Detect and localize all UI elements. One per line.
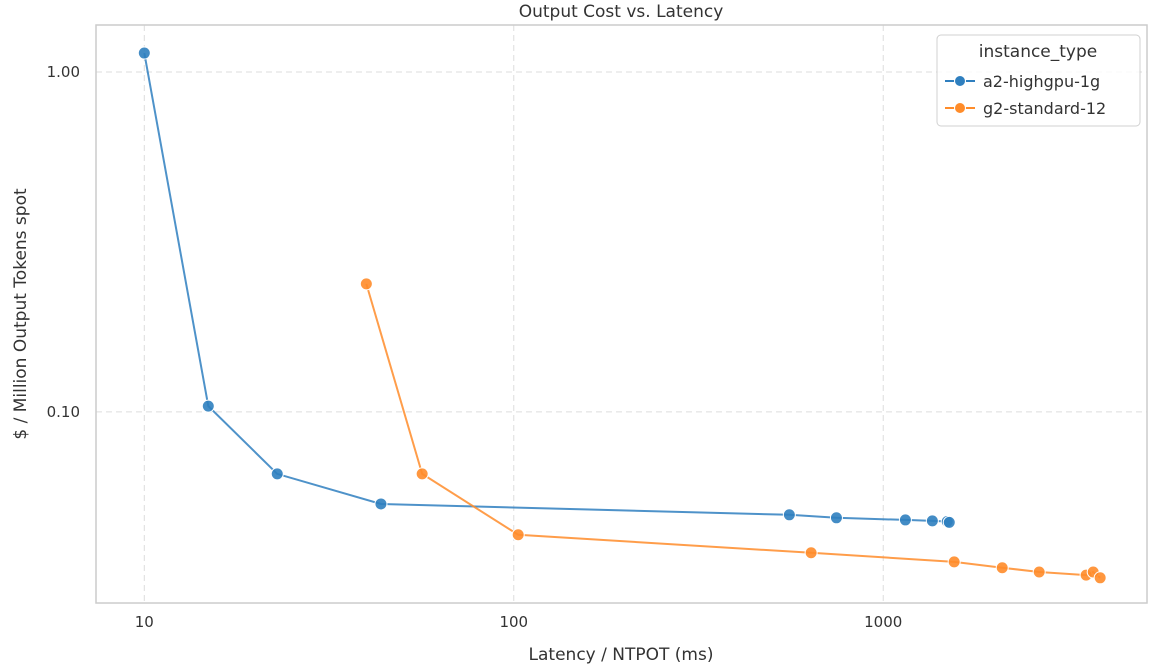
data-point-a2-highgpu-1g: [925, 514, 939, 528]
legend-box: [936, 34, 1141, 127]
data-point-a2-highgpu-1g: [374, 497, 388, 511]
data-point-g2-standard-12: [804, 546, 818, 560]
y-tick-label: 1.00: [47, 63, 80, 81]
x-axis-label: Latency / NTPOT (ms): [529, 645, 714, 665]
data-point-a2-highgpu-1g: [201, 399, 215, 413]
legend-label-a2: a2-highgpu-1g: [983, 72, 1100, 91]
chart-title: Output Cost vs. Latency: [519, 2, 724, 22]
data-point-a2-highgpu-1g: [270, 467, 284, 481]
legend: instance_type a2-highgpu-1g g2-standard-…: [936, 34, 1141, 127]
y-tick-label: 0.10: [47, 403, 80, 421]
plot-frame: [95, 24, 1148, 604]
data-point-a2-highgpu-1g: [942, 515, 956, 529]
legend-title: instance_type: [979, 42, 1098, 62]
data-point-g2-standard-12: [415, 467, 429, 481]
data-point-g2-standard-12: [947, 555, 961, 569]
x-tick-label: 10: [135, 613, 154, 631]
data-point-a2-highgpu-1g: [829, 511, 843, 525]
tick-labels: 10 100 1000 0.10 1.00: [47, 63, 903, 631]
data-point-a2-highgpu-1g: [898, 513, 912, 527]
data-point-g2-standard-12: [1093, 571, 1107, 585]
legend-label-g2: g2-standard-12: [983, 99, 1106, 118]
data-point-g2-standard-12: [1032, 565, 1046, 579]
data-point-a2-highgpu-1g: [137, 46, 151, 60]
legend-marker-a2: [954, 75, 966, 87]
data-point-g2-standard-12: [359, 277, 373, 291]
legend-marker-g2: [954, 102, 966, 114]
data-point-a2-highgpu-1g: [782, 508, 796, 522]
x-tick-label: 1000: [864, 613, 902, 631]
series-line-g2-standard-12: [365, 283, 1101, 579]
data-point-g2-standard-12: [995, 561, 1009, 575]
y-axis-label: $ / Million Output Tokens spot: [11, 188, 31, 440]
series-layer: [137, 46, 1107, 585]
data-point-g2-standard-12: [511, 528, 525, 542]
series-line-a2-highgpu-1g: [143, 52, 950, 524]
x-tick-label: 100: [499, 613, 528, 631]
